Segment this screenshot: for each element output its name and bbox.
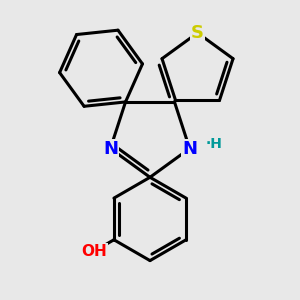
Text: OH: OH [81,244,107,259]
Text: ·H: ·H [206,137,222,151]
Text: S: S [191,24,204,42]
Text: N: N [182,140,197,158]
Text: N: N [103,140,118,158]
